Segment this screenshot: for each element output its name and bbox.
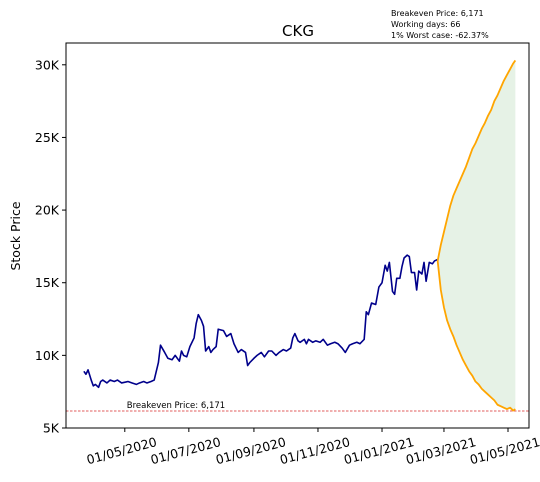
x-tick-label: 01/09/2020	[214, 434, 288, 467]
info-working-days: Working days: 66	[391, 20, 460, 30]
info-worst-case: 1% Worst case: -62.37%	[391, 31, 489, 41]
y-tick-label: 30K	[35, 57, 60, 72]
y-axis-label: Stock Price	[8, 201, 23, 270]
x-tick-label: 01/01/2021	[342, 434, 415, 467]
y-tick-label: 5K	[43, 421, 60, 436]
y-tick-label: 25K	[35, 130, 60, 145]
x-axis: 01/05/202001/07/202001/09/202001/11/2020…	[85, 428, 540, 467]
y-tick-label: 20K	[35, 203, 60, 218]
info-breakeven-price: Breakeven Price: 6,171	[391, 9, 484, 19]
x-tick-label: 01/07/2020	[149, 434, 223, 467]
historical-price-line	[84, 255, 438, 387]
chart-title: CKG	[282, 22, 314, 40]
projection-range-band-layer	[438, 60, 516, 410]
y-tick-label: 10K	[35, 348, 60, 363]
y-tick-label: 15K	[35, 275, 60, 290]
x-tick-label: 01/05/2020	[85, 434, 159, 467]
x-tick-label: 01/11/2020	[278, 434, 352, 467]
x-tick-label: 01/05/2021	[468, 434, 540, 467]
y-axis: 5K 10K 15K 20K 25K 30K	[35, 57, 66, 435]
breakeven-layer: Breakeven Price: 6,171	[66, 401, 529, 411]
projection-range-band	[438, 60, 516, 410]
breakeven-label: Breakeven Price: 6,171	[127, 401, 225, 411]
x-tick-label: 01/03/2021	[404, 434, 477, 467]
